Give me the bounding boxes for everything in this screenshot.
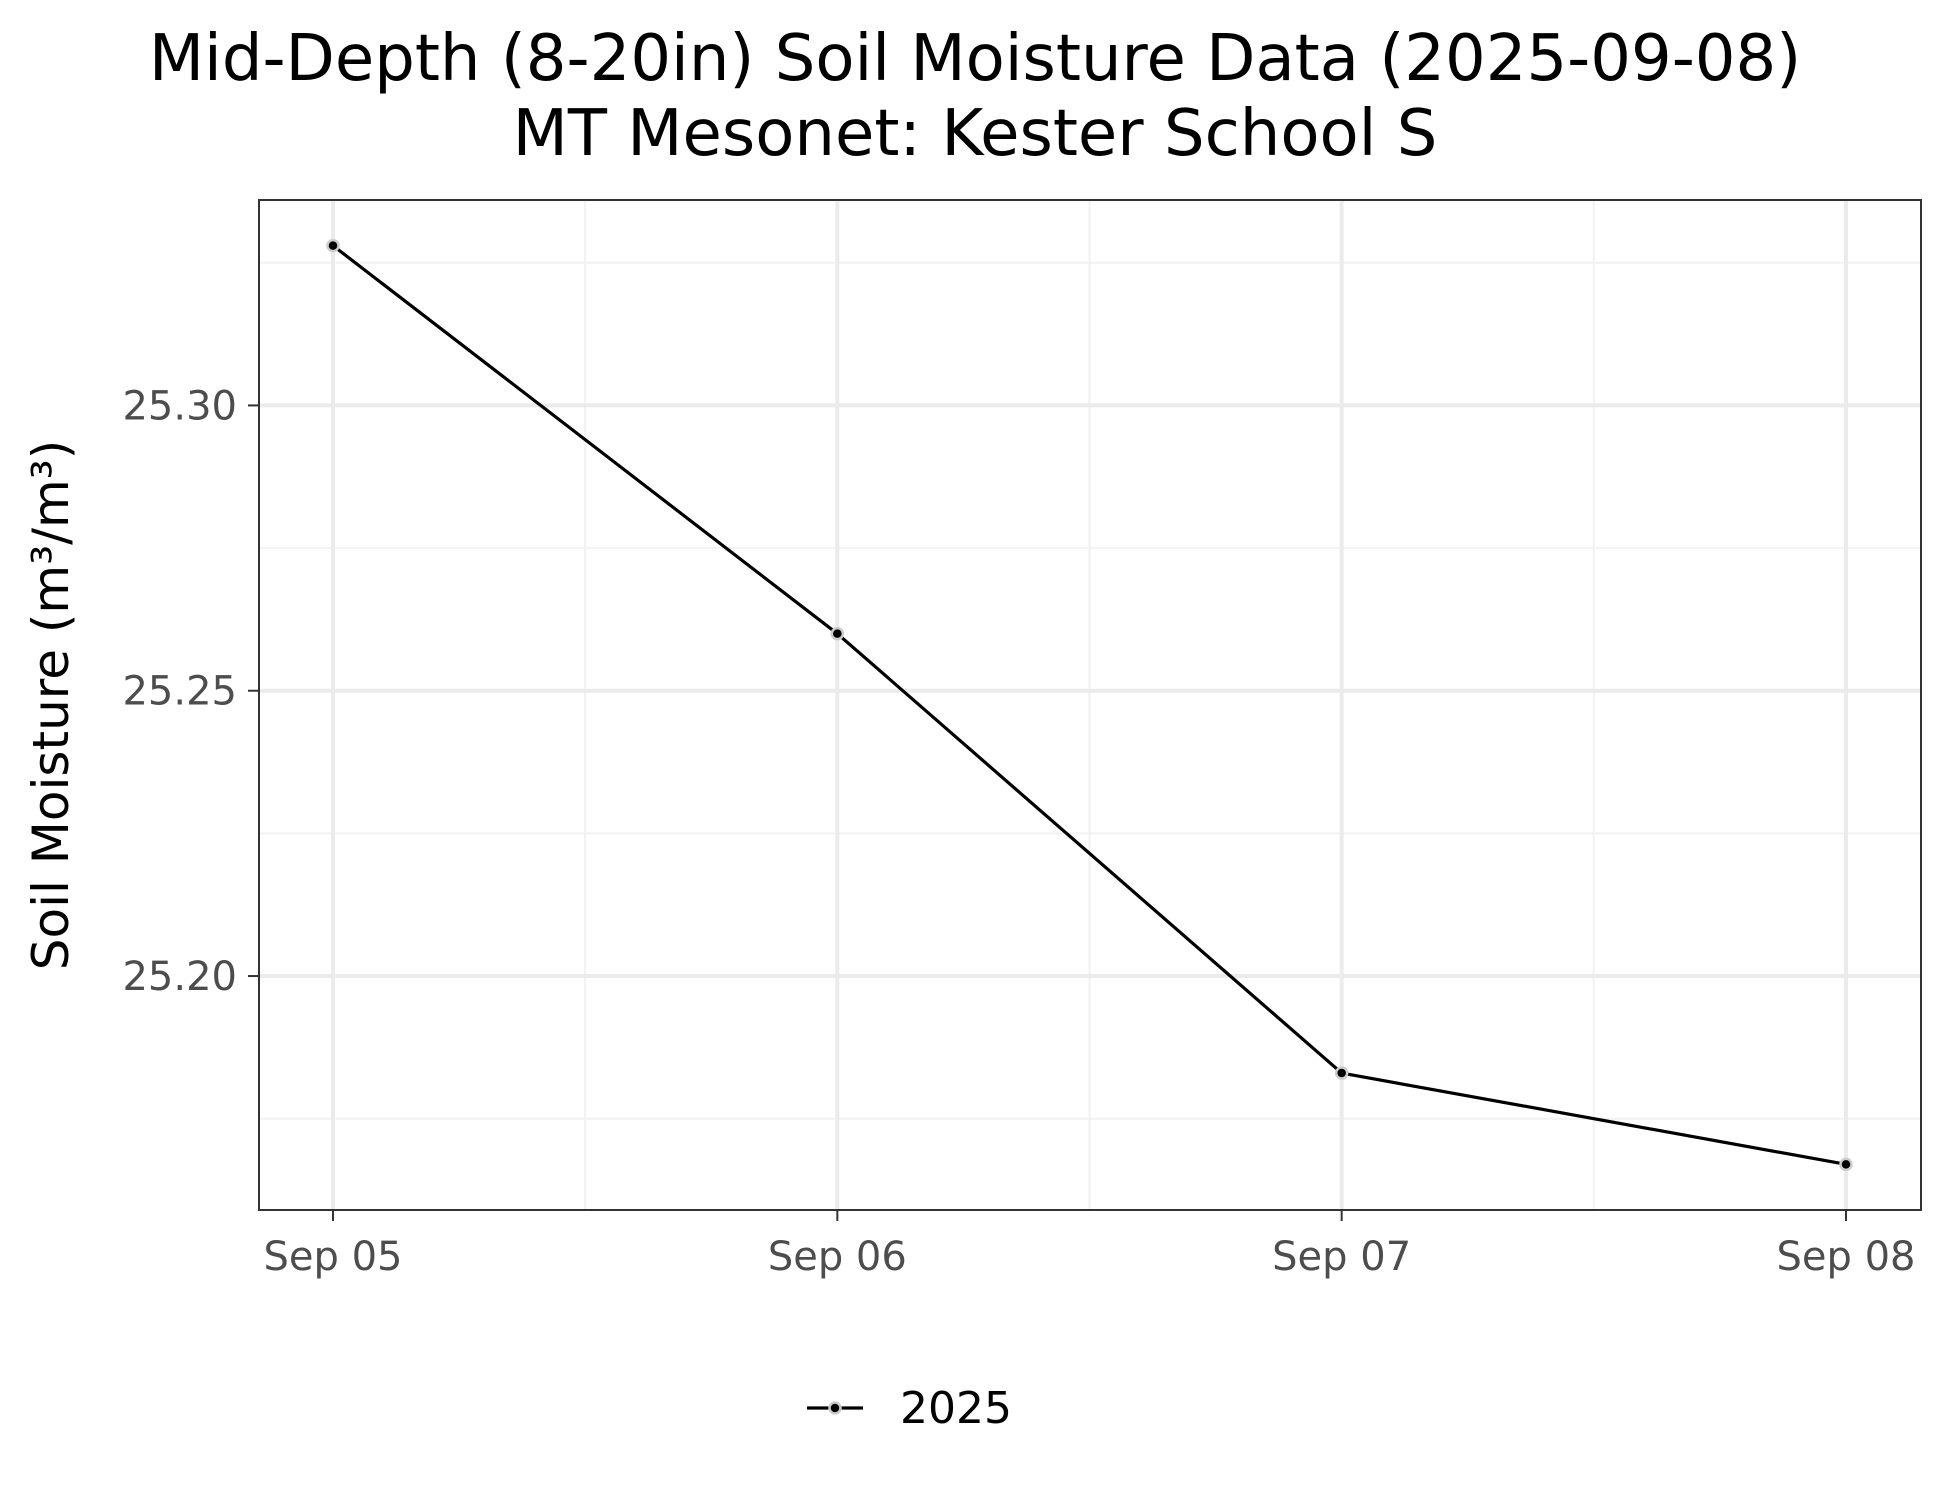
chart-subtitle: MT Mesonet: Kester School S xyxy=(513,97,1438,171)
data-point xyxy=(830,626,845,641)
chart-title: Mid-Depth (8-20in) Soil Moisture Data (2… xyxy=(149,22,1801,96)
grid-minor xyxy=(259,200,1921,1210)
series-line xyxy=(332,244,1847,1166)
x-tick-label: Sep 07 xyxy=(1272,1234,1411,1280)
legend-key-point xyxy=(828,1401,842,1415)
series-layer xyxy=(326,238,1853,1172)
y-axis-title: Soil Moisture (m³/m³) xyxy=(22,440,80,970)
data-point xyxy=(1334,1066,1349,1080)
x-axis: Sep 05 Sep 06 Sep 07 Sep 08 xyxy=(263,1210,1916,1280)
x-tick-label: Sep 06 xyxy=(768,1234,907,1280)
x-tick-label: Sep 08 xyxy=(1776,1234,1915,1280)
data-point xyxy=(326,238,340,253)
legend-label: 2025 xyxy=(900,1383,1012,1434)
y-axis: 25.20 25.25 25.30 xyxy=(122,383,259,1000)
x-tick-label: Sep 05 xyxy=(263,1234,402,1280)
data-point xyxy=(1839,1157,1853,1172)
grid-major xyxy=(259,200,1921,1210)
legend: 2025 xyxy=(807,1383,1012,1434)
y-tick-label: 25.30 xyxy=(122,383,237,429)
title-group: Mid-Depth (8-20in) Soil Moisture Data (2… xyxy=(149,22,1801,171)
panel-border xyxy=(258,199,1922,1211)
y-tick-label: 25.20 xyxy=(122,954,237,1000)
y-tick-label: 25.25 xyxy=(122,669,237,715)
